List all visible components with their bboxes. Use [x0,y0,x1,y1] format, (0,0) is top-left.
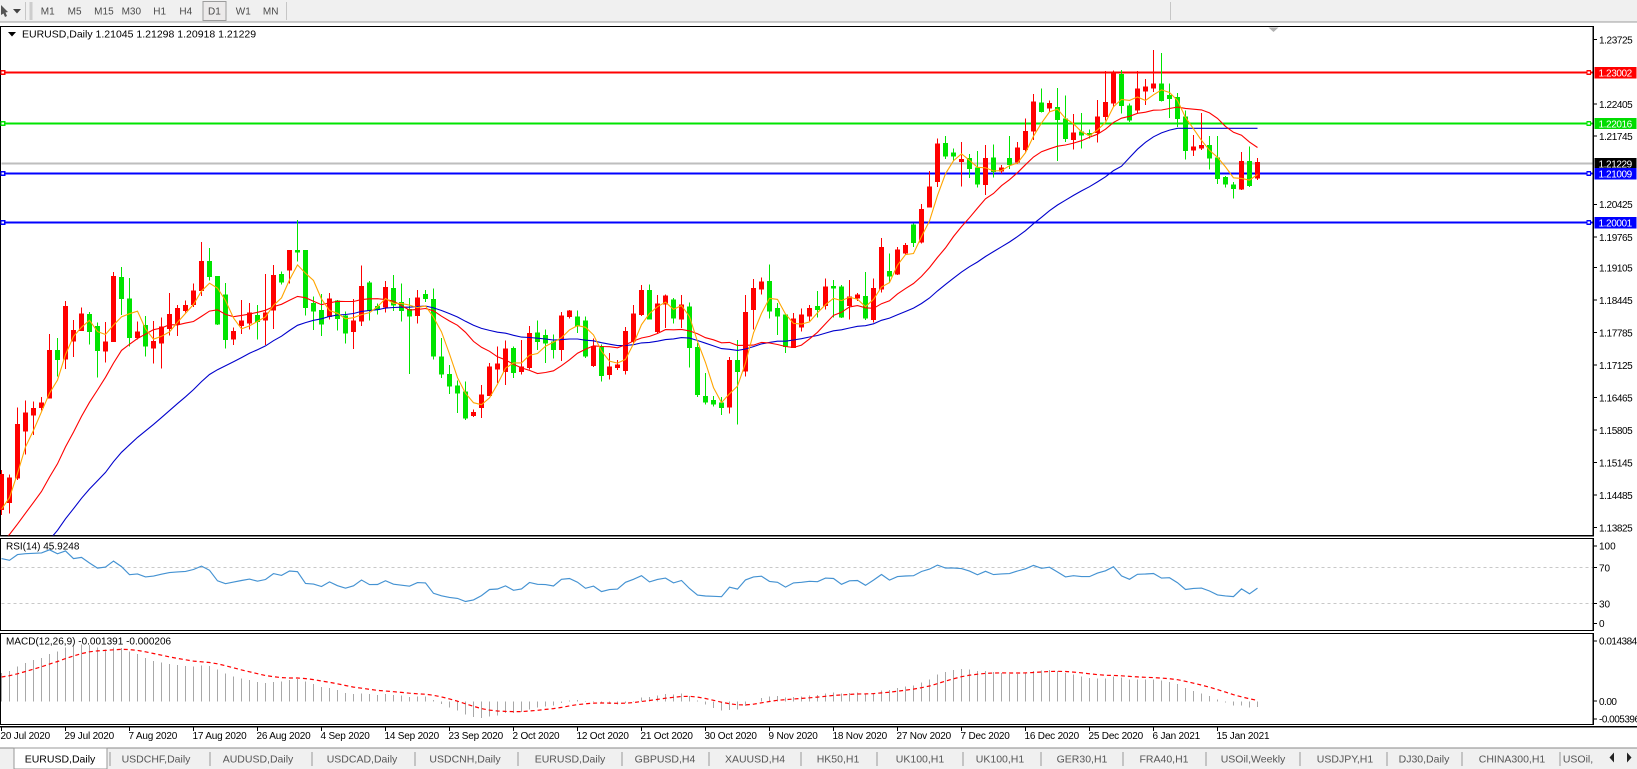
svg-text:1.17785: 1.17785 [1599,328,1633,339]
svg-text:D1: D1 [208,7,221,18]
svg-text:EURUSD,Daily: EURUSD,Daily [25,754,96,766]
svg-text:100: 100 [1599,542,1616,553]
svg-text:27 Nov 2020: 27 Nov 2020 [897,731,952,742]
svg-text:EURUSD,Daily 1.21045 1.21298: EURUSD,Daily 1.21045 1.21298 1.20918 1.2… [22,29,256,41]
svg-text:1.19765: 1.19765 [1599,233,1633,244]
svg-text:1.21009: 1.21009 [1599,170,1633,181]
svg-text:USOil,: USOil, [1563,754,1593,766]
svg-text:15 Jan 2021: 15 Jan 2021 [1217,731,1270,742]
svg-text:USDCAD,Daily: USDCAD,Daily [327,754,398,766]
svg-text:M1: M1 [41,7,55,18]
svg-text:CHINA300,H1: CHINA300,H1 [1479,754,1546,766]
svg-text:1.20001: 1.20001 [1599,218,1633,229]
svg-text:M15: M15 [94,7,114,18]
svg-text:USDJPY,H1: USDJPY,H1 [1317,754,1374,766]
svg-text:16 Dec 2020: 16 Dec 2020 [1025,731,1080,742]
svg-text:20 Jul 2020: 20 Jul 2020 [1,731,51,742]
svg-text:DJ30,Daily: DJ30,Daily [1399,754,1451,766]
svg-text:RSI(14) 45.9248: RSI(14) 45.9248 [6,542,80,553]
svg-text:1.13825: 1.13825 [1599,523,1633,534]
svg-text:1.17125: 1.17125 [1599,361,1633,372]
svg-text:M5: M5 [68,7,82,18]
svg-text:UK100,H1: UK100,H1 [896,754,945,766]
svg-text:21 Oct 2020: 21 Oct 2020 [641,731,694,742]
svg-text:M30: M30 [122,7,142,18]
svg-text:-0.005396: -0.005396 [1599,715,1637,726]
svg-text:7 Aug 2020: 7 Aug 2020 [129,731,178,742]
svg-text:1.19105: 1.19105 [1599,263,1633,274]
svg-text:29 Jul 2020: 29 Jul 2020 [65,731,115,742]
svg-text:1.21745: 1.21745 [1599,132,1633,143]
svg-text:2 Oct 2020: 2 Oct 2020 [513,731,561,742]
svg-text:1.21229: 1.21229 [1599,160,1633,171]
svg-text:H1: H1 [153,7,166,18]
svg-text:AUDUSD,Daily: AUDUSD,Daily [223,754,294,766]
svg-text:USDCHF,Daily: USDCHF,Daily [122,754,192,766]
svg-text:1.22405: 1.22405 [1599,100,1633,111]
svg-text:W1: W1 [236,7,251,18]
svg-text:FRA40,H1: FRA40,H1 [1139,754,1188,766]
svg-text:UK100,H1: UK100,H1 [976,754,1025,766]
svg-text:0.014384: 0.014384 [1599,637,1637,648]
svg-text:26 Aug 2020: 26 Aug 2020 [257,731,312,742]
svg-text:1.20425: 1.20425 [1599,200,1633,211]
svg-text:USOil,Weekly: USOil,Weekly [1221,754,1286,766]
svg-text:12 Oct 2020: 12 Oct 2020 [577,731,630,742]
svg-text:EURUSD,Daily: EURUSD,Daily [535,754,606,766]
svg-text:HK50,H1: HK50,H1 [817,754,860,766]
svg-text:6 Jan 2021: 6 Jan 2021 [1153,731,1201,742]
svg-text:0: 0 [1599,619,1605,630]
svg-text:18 Nov 2020: 18 Nov 2020 [833,731,888,742]
svg-text:1.18445: 1.18445 [1599,296,1633,307]
svg-text:25 Dec 2020: 25 Dec 2020 [1089,731,1144,742]
svg-text:1.15805: 1.15805 [1599,426,1633,437]
svg-text:23 Sep 2020: 23 Sep 2020 [449,731,504,742]
svg-text:MN: MN [263,7,279,18]
svg-text:MACD(12,26,9) -0.001391 -0.000: MACD(12,26,9) -0.001391 -0.000206 [6,637,172,648]
svg-text:4 Sep 2020: 4 Sep 2020 [321,731,371,742]
svg-text:0.00: 0.00 [1599,697,1617,708]
svg-text:30: 30 [1599,599,1611,610]
svg-text:USDCNH,Daily: USDCNH,Daily [429,754,501,766]
svg-text:1.22016: 1.22016 [1599,119,1633,130]
svg-text:1.23002: 1.23002 [1599,68,1633,79]
svg-text:1.23725: 1.23725 [1599,35,1633,46]
svg-text:XAUUSD,H4: XAUUSD,H4 [725,754,785,766]
svg-text:GER30,H1: GER30,H1 [1057,754,1108,766]
svg-text:1.15145: 1.15145 [1599,458,1633,469]
svg-text:H4: H4 [179,7,192,18]
svg-text:GBPUSD,H4: GBPUSD,H4 [635,754,696,766]
svg-text:9 Nov 2020: 9 Nov 2020 [769,731,819,742]
svg-text:30 Oct 2020: 30 Oct 2020 [705,731,758,742]
svg-text:1.14485: 1.14485 [1599,491,1633,502]
svg-text:7 Dec 2020: 7 Dec 2020 [961,731,1011,742]
svg-text:1.16465: 1.16465 [1599,393,1633,404]
svg-text:17 Aug 2020: 17 Aug 2020 [193,731,248,742]
svg-text:14 Sep 2020: 14 Sep 2020 [385,731,440,742]
svg-text:70: 70 [1599,564,1611,575]
